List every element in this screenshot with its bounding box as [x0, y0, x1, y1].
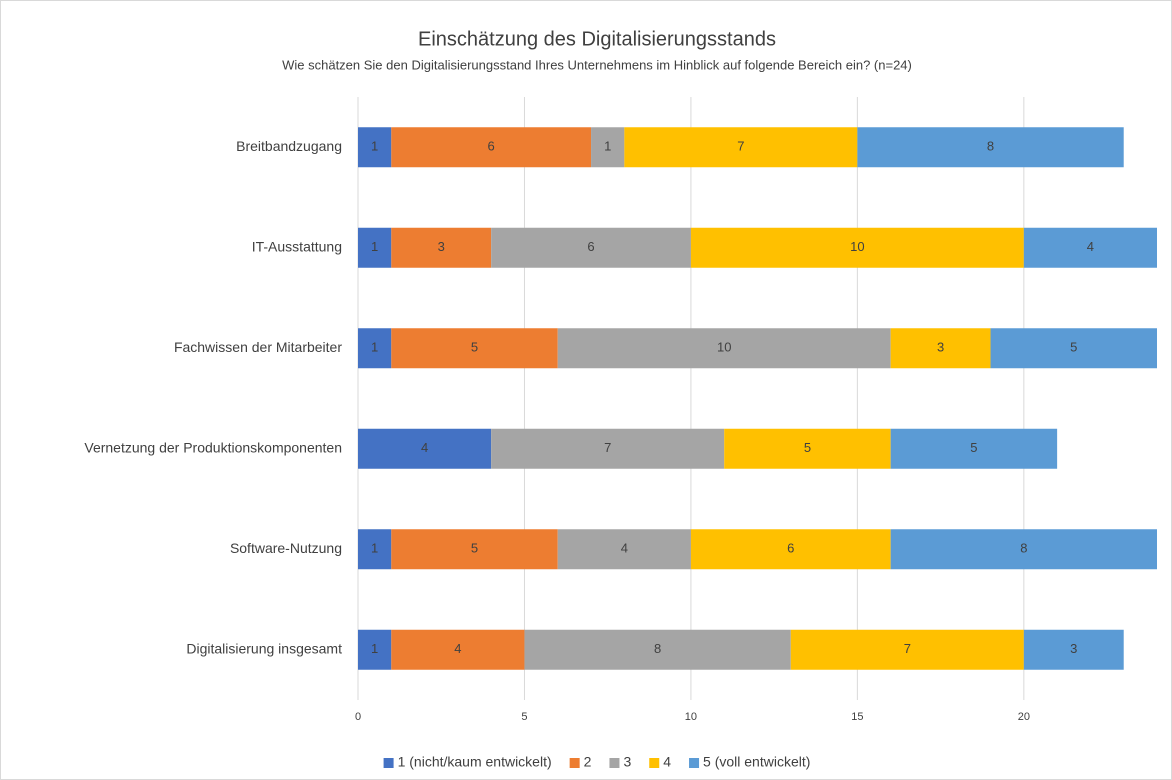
bar-segment: [624, 127, 858, 168]
bar-segment: [391, 529, 558, 570]
legend-label: 3: [623, 754, 631, 770]
bar-segment: [391, 328, 558, 369]
bar-segment: [358, 428, 492, 469]
data-label: 1: [371, 541, 378, 556]
bar-segment: [890, 529, 1157, 570]
bar-segment: [890, 328, 991, 369]
y-tick-label: Digitalisierung insgesamt: [186, 640, 342, 656]
x-tick-label: 15: [851, 711, 863, 723]
data-label: 6: [488, 139, 495, 154]
y-tick-label: IT-Ausstattung: [252, 238, 342, 254]
y-tick-label: Fachwissen der Mitarbeiter: [174, 339, 342, 355]
bar-segment: [358, 529, 392, 570]
bar-segment: [358, 127, 392, 168]
bar-segment: [690, 227, 1024, 268]
legend-label: 5 (voll entwickelt): [703, 754, 810, 770]
bar-segment: [1023, 227, 1157, 268]
legend-swatch: [689, 758, 700, 768]
x-tick-label: 20: [1018, 711, 1030, 723]
data-label: 4: [454, 641, 461, 656]
bar-segment: [391, 127, 592, 168]
data-label: 5: [970, 440, 977, 455]
bar-segment: [391, 629, 525, 670]
bar-segment: [557, 328, 891, 369]
data-label: 3: [1070, 641, 1077, 656]
data-label: 3: [438, 239, 445, 254]
data-label: 1: [604, 139, 611, 154]
bar-segment: [857, 127, 1124, 168]
bar-segment: [491, 428, 725, 469]
data-label: 8: [987, 139, 994, 154]
legend-swatch: [569, 758, 580, 768]
data-label: 1: [371, 340, 378, 355]
bar-segment: [358, 629, 392, 670]
chart-subtitle: Wie schätzen Sie den Digitalisierungssta…: [282, 57, 912, 72]
data-label: 5: [471, 340, 478, 355]
legend-label: 4: [663, 754, 671, 770]
legend-label: 2: [584, 754, 592, 770]
data-label: 7: [604, 440, 611, 455]
data-label: 7: [904, 641, 911, 656]
x-tick-label: 10: [685, 711, 697, 723]
data-label: 1: [371, 139, 378, 154]
bar-segment: [557, 529, 691, 570]
y-tick-label: Vernetzung der Produktionskomponenten: [84, 439, 342, 455]
y-tick-label: Breitbandzugang: [236, 138, 342, 154]
bar-segment: [524, 629, 791, 670]
data-label: 5: [471, 541, 478, 556]
x-tick-label: 5: [521, 711, 527, 723]
legend-swatch: [383, 758, 394, 768]
y-tick-label: Software-Nutzung: [230, 540, 342, 556]
data-label: 1: [371, 239, 378, 254]
bar-segment: [391, 227, 492, 268]
legend-swatch: [609, 758, 620, 768]
data-label: 8: [654, 641, 661, 656]
data-label: 10: [717, 340, 731, 355]
chart-title: Einschätzung des Digitalisierungsstands: [418, 28, 776, 50]
bar-segment: [358, 328, 392, 369]
data-label: 4: [621, 541, 628, 556]
data-label: 5: [804, 440, 811, 455]
data-label: 8: [1020, 541, 1027, 556]
bar-segment: [358, 227, 392, 268]
legend-swatch: [649, 758, 660, 768]
bar-segment: [724, 428, 891, 469]
data-label: 10: [850, 239, 864, 254]
bar-segment: [790, 629, 1024, 670]
data-label: 7: [737, 139, 744, 154]
data-label: 6: [587, 239, 594, 254]
bar-segment: [1023, 629, 1124, 670]
bar-segment: [890, 428, 1058, 469]
data-label: 4: [421, 440, 428, 455]
legend-label: 1 (nicht/kaum entwickelt): [398, 754, 552, 770]
data-label: 5: [1070, 340, 1077, 355]
x-tick-label: 0: [355, 711, 361, 723]
bar-segment: [591, 127, 625, 168]
bar-segment: [990, 328, 1157, 369]
data-label: 4: [1087, 239, 1094, 254]
data-label: 6: [787, 541, 794, 556]
data-label: 1: [371, 641, 378, 656]
data-label: 3: [937, 340, 944, 355]
bar-segment: [491, 227, 691, 268]
bar-segment: [690, 529, 891, 570]
